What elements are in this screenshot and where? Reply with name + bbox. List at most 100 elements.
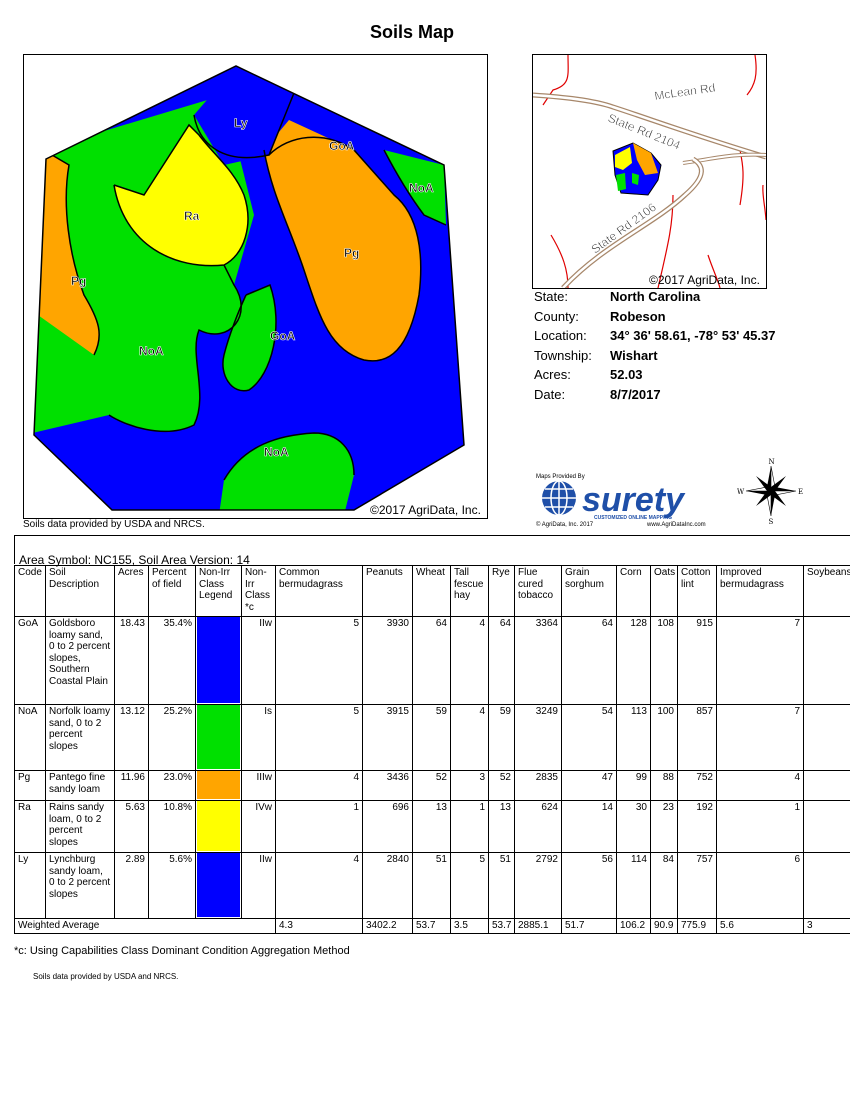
weighted-value: 4.3	[275, 918, 363, 934]
table-cell: 3	[450, 770, 489, 801]
column-header: Non-Irr Class Legend	[195, 565, 242, 617]
legend-swatch	[197, 705, 240, 769]
table-cell: 3930	[362, 616, 413, 705]
road-label: McLean Rd	[653, 81, 716, 103]
map-label: Ra	[184, 209, 200, 223]
table-cell: 5.6%	[148, 852, 196, 919]
soil-region-noa-center	[222, 285, 276, 391]
soil-table-container: Area Symbol: NC155, Soil Area Version: 1…	[14, 535, 850, 938]
compass-e: E	[798, 488, 803, 496]
table-cell	[803, 800, 850, 853]
map-label: NoA	[139, 344, 164, 358]
table-cell: 54	[561, 704, 617, 771]
column-header: Cotton lint	[677, 565, 717, 617]
inset-copyright: ©2017 AgriData, Inc.	[649, 273, 760, 287]
logo-tagline: CUSTOMIZED ONLINE MAPPING	[594, 515, 672, 521]
logo-provided-by: Maps Provided By	[536, 474, 585, 480]
column-header: Corn	[616, 565, 651, 617]
legend-swatch-cell	[195, 616, 242, 705]
table-cell: Is	[241, 704, 276, 771]
weighted-value: 90.9	[650, 918, 678, 934]
column-header: Flue cured tobacco	[514, 565, 562, 617]
table-cell: 64	[488, 616, 515, 705]
info-value: Wishart	[610, 347, 658, 363]
location-inset-map[interactable]: McLean Rd State Rd 2104 State Rd 2106 ©2…	[532, 54, 767, 289]
table-cell: 52	[412, 770, 451, 801]
table-cell: 5	[450, 852, 489, 919]
compass-s: S	[769, 518, 774, 526]
soil-region-ra	[114, 125, 248, 266]
soils-map-graphic: Ly GoA NoA Ra Pg Pg NoA GoA NoA	[33, 65, 465, 511]
soils-map[interactable]: Ly GoA NoA Ra Pg Pg NoA GoA NoA ©2017 Ag…	[23, 54, 488, 519]
weighted-value: 3402.2	[362, 918, 413, 934]
column-header: Oats	[650, 565, 678, 617]
table-cell: 25.2%	[148, 704, 196, 771]
table-cell: 59	[488, 704, 515, 771]
globe-icon	[542, 480, 576, 516]
table-cell: 100	[650, 704, 678, 771]
compass-w: W	[737, 488, 745, 496]
info-label: Acres:	[534, 367, 571, 383]
weighted-value: 3	[803, 918, 850, 934]
info-label: Township:	[534, 347, 592, 363]
column-header: Soybeans	[803, 565, 850, 617]
table-cell: Rains sandy loam, 0 to 2 percent slopes	[45, 800, 115, 853]
page-title: Soils Map	[369, 22, 454, 42]
table-cell: 4	[275, 770, 363, 801]
column-header: Rye	[488, 565, 515, 617]
table-cell: 108	[650, 616, 678, 705]
table-cell: 114	[616, 852, 651, 919]
table-cell: Norfolk loamy sand, 0 to 2 percent slope…	[45, 704, 115, 771]
table-cell: Ra	[14, 800, 46, 853]
table-cell: 1	[716, 800, 804, 853]
table-cell: 18.43	[114, 616, 149, 705]
table-cell: 4	[450, 616, 489, 705]
weighted-value: 775.9	[677, 918, 717, 934]
table-cell: IIIw	[241, 770, 276, 801]
road-label: State Rd 2106	[589, 200, 660, 257]
column-header: Code	[14, 565, 46, 617]
weighted-value: 51.7	[561, 918, 617, 934]
table-row: NoA Norfolk loamy sand, 0 to 2 percent sl…	[14, 704, 850, 771]
table-cell: IVw	[241, 800, 276, 853]
table-cell: 23	[650, 800, 678, 853]
legend-swatch	[197, 853, 240, 917]
soil-table: Code Soil Description Acres Percent of f…	[14, 565, 850, 934]
table-cell: 5	[275, 616, 363, 705]
table-cell: 128	[616, 616, 651, 705]
info-label: State:	[534, 289, 568, 304]
info-label: County:	[534, 308, 579, 324]
table-row: Pg Pantego fine sandy loam 11.96 23.0% IIIw 4…	[14, 770, 850, 801]
table-cell: 64	[412, 616, 451, 705]
compass-n: N	[769, 458, 775, 466]
legend-swatch	[197, 801, 240, 851]
info-label: Date:	[534, 386, 566, 402]
column-header: Improved bermudagrass	[716, 565, 804, 617]
table-cell: 59	[412, 704, 451, 771]
table-cell: 752	[677, 770, 717, 801]
table-cell	[803, 770, 850, 801]
table-cell: 192	[677, 800, 717, 853]
table-cell: 99	[616, 770, 651, 801]
legend-swatch-cell	[195, 770, 242, 801]
column-header: Wheat	[412, 565, 451, 617]
table-cell: 5	[275, 704, 363, 771]
table-cell: 51	[488, 852, 515, 919]
table-cell: Pg	[14, 770, 46, 801]
soil-region-noa-northeast	[384, 150, 446, 225]
soil-region-noa-south	[219, 433, 354, 510]
table-cell: IIw	[241, 616, 276, 705]
table-cell: 51	[412, 852, 451, 919]
weighted-value: 53.7	[412, 918, 451, 934]
table-cell: 5.63	[114, 800, 149, 853]
table-cell: Pantego fine sandy loam	[45, 770, 115, 801]
info-value: 52.03	[610, 367, 643, 383]
column-header: Peanuts	[362, 565, 413, 617]
table-cell: 47	[561, 770, 617, 801]
logo-right-text: www.AgriDataInc.com	[646, 522, 706, 528]
table-cell: 13	[412, 800, 451, 853]
table-cell: 2792	[514, 852, 562, 919]
column-header: Non-Irr Class *c	[241, 565, 276, 617]
table-cell: 1	[275, 800, 363, 853]
data-source-note: Soils data provided by USDA and NRCS.	[23, 519, 205, 530]
